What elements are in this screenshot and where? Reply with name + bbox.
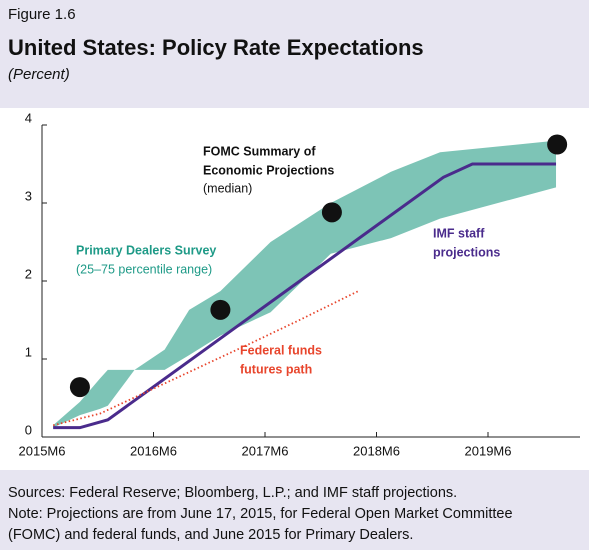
series-line: [53, 162, 557, 430]
annotation: Federal funds: [240, 343, 322, 357]
fomc-point: [69, 377, 90, 398]
chart-title: United States: Policy Rate Expectations: [8, 35, 424, 60]
chart-subtitle: (Percent): [8, 66, 70, 83]
figure-label: Figure 1.6: [8, 6, 76, 23]
x-tick-label: 2016M6: [130, 443, 177, 458]
x-tick-label: 2018M6: [353, 443, 400, 458]
y-tick-label: 2: [25, 266, 32, 281]
x-tick-label: 2019M6: [465, 443, 512, 458]
x-tick-label: 2017M6: [242, 443, 289, 458]
annotation: projections: [433, 245, 500, 259]
percentile-band: [53, 140, 557, 428]
note: Sources: Federal Reserve; Bloomberg, L.P…: [8, 485, 457, 501]
annotation: (25–75 percentile range): [76, 262, 212, 276]
fomc-point: [210, 299, 231, 320]
annotation: FOMC Summary of: [203, 144, 316, 158]
note: (FOMC) and federal funds, and June 2015 …: [8, 527, 413, 543]
fomc-point: [547, 134, 568, 155]
y-tick-label: 4: [25, 110, 32, 125]
y-tick-label: 1: [25, 344, 32, 359]
annotation: (median): [203, 181, 252, 195]
annotation: Economic Projections: [203, 163, 334, 177]
y-tick-label: 3: [25, 188, 32, 203]
fomc-point: [321, 202, 342, 223]
annotation: futures path: [240, 362, 312, 376]
series-line: [52, 289, 361, 427]
note: Note: Projections are from June 17, 2015…: [8, 506, 513, 522]
annotation: Primary Dealers Survey: [76, 243, 216, 257]
annotation: IMF staff: [433, 226, 485, 240]
y-tick-label: 0: [25, 422, 32, 437]
x-tick-label: 2015M6: [19, 443, 66, 458]
